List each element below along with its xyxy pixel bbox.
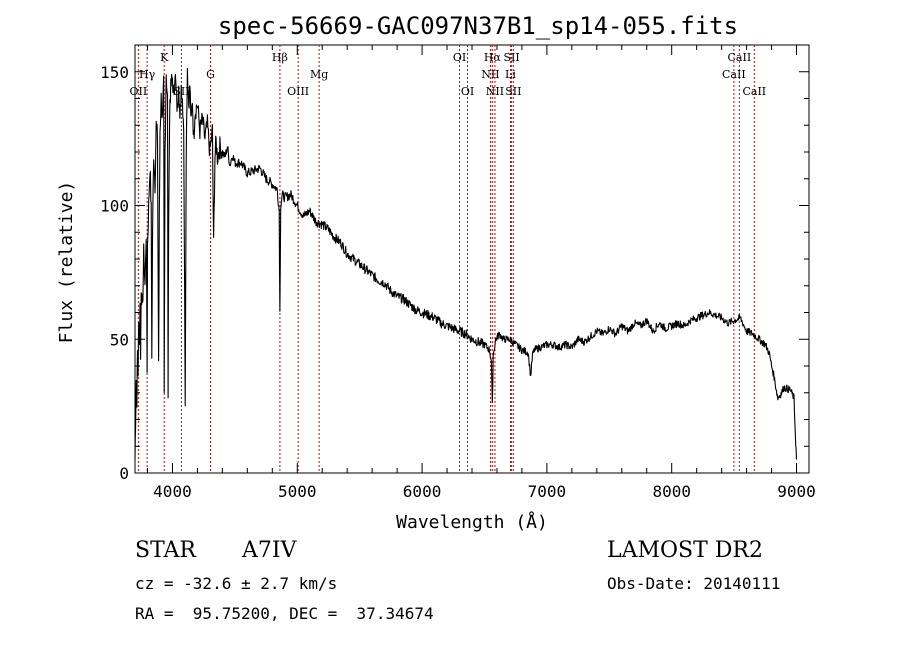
spectral-line-label: CaII: [728, 51, 752, 64]
coordinates: RA = 95.75200, DEC = 37.34674: [135, 604, 434, 623]
survey-name: LAMOST DR2: [607, 538, 763, 563]
x-tick-label: 5000: [278, 482, 317, 501]
y-tick-label: 50: [110, 330, 129, 349]
plot-frame: [134, 44, 810, 474]
y-tick-label: 150: [100, 63, 129, 82]
y-tick-label: 100: [100, 197, 129, 216]
redshift-velocity: cz = -32.6 ± 2.7 km/s: [135, 574, 338, 593]
y-axis-ticks: 0 50 100 150: [100, 44, 809, 483]
spectral-line-label: G: [206, 68, 215, 81]
spectral-line-label: K: [160, 51, 169, 64]
x-tick-label: 8000: [652, 482, 691, 501]
spectral-line-label: OIII: [287, 85, 309, 98]
spectral-line-label: OI: [461, 85, 474, 98]
spectral-line-markers: [137, 45, 755, 473]
x-tick-label: 7000: [528, 482, 567, 501]
spectral-line-label: NII: [486, 85, 504, 98]
spectral-line-label: CaII: [742, 85, 766, 98]
observation-date: Obs-Date: 20140111: [607, 574, 781, 593]
x-tick-label: 9000: [777, 482, 816, 501]
spectral-line-label: Hα: [484, 51, 502, 64]
spectral-line-label: SII: [503, 51, 519, 64]
spectral-line-label: CaII: [722, 68, 746, 81]
x-tick-label: 6000: [403, 482, 442, 501]
object-class: STAR: [135, 538, 196, 563]
x-tick-label: 4000: [153, 482, 192, 501]
spectral-line-labels: OIIHγKSIIGHβOIIIMgOIOIHαNIINIISIILiSIICa…: [130, 51, 767, 98]
object-subclass: A7IV: [242, 538, 297, 563]
x-axis-label: Wavelength (Å): [396, 511, 548, 533]
y-tick-label: 0: [119, 464, 129, 483]
spectral-line-label: Hβ: [272, 51, 288, 64]
spectral-line-label: OI: [453, 51, 466, 64]
x-axis-ticks: 4000 5000 6000 7000 8000 9000: [146, 45, 816, 501]
spectral-line-label: SII: [505, 85, 521, 98]
spectral-line-label: NII: [481, 68, 499, 81]
spectral-line-label: Mg: [310, 68, 328, 81]
spectrum-series-line: [134, 67, 798, 460]
spectral-line-label: Li: [505, 68, 516, 81]
chart-title: spec-56669-GAC097N37B1_sp14-055.fits: [218, 12, 738, 40]
spectral-line-label: OII: [130, 85, 148, 98]
spectral-line-label: Hγ: [139, 68, 156, 81]
y-axis-label: Flux (relative): [56, 181, 77, 344]
